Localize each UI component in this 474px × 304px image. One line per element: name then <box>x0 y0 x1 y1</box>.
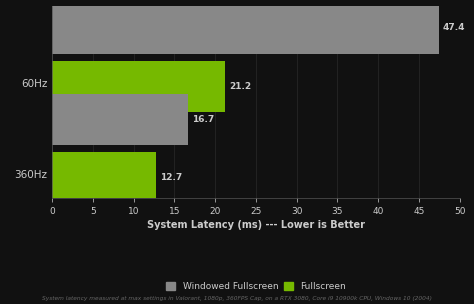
Text: 16.7: 16.7 <box>192 115 215 124</box>
Text: System latency measured at max settings in Valorant, 1080p, 360FPS Cap, on a RTX: System latency measured at max settings … <box>42 296 432 301</box>
Text: 47.4: 47.4 <box>443 23 465 33</box>
X-axis label: System Latency (ms) --- Lower is Better: System Latency (ms) --- Lower is Better <box>147 220 365 230</box>
Bar <box>52 94 188 145</box>
Text: 21.2: 21.2 <box>229 82 251 91</box>
Bar <box>52 2 438 54</box>
Legend: Windowed Fullscreen, Fullscreen: Windowed Fullscreen, Fullscreen <box>164 280 347 293</box>
Text: 12.7: 12.7 <box>160 173 182 182</box>
Bar <box>52 152 155 203</box>
Bar <box>52 61 225 112</box>
